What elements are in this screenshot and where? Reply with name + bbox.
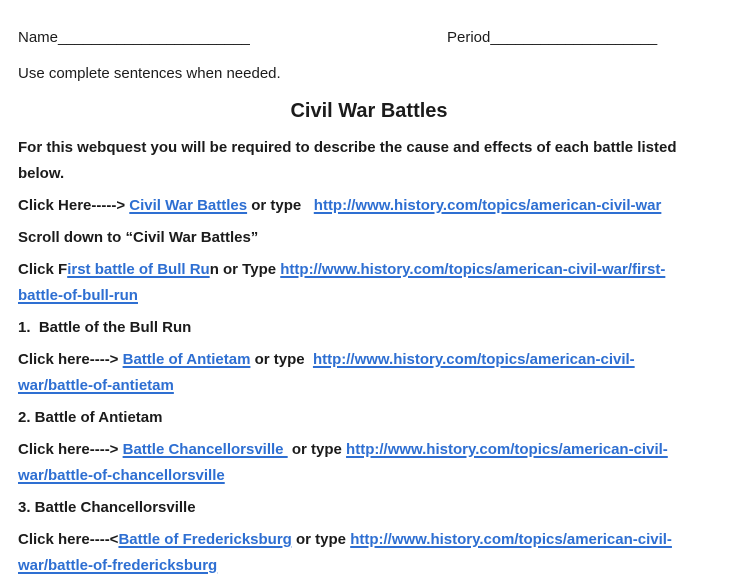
fredericksburg-url-link[interactable]: http://www.history.com/topics/american-c…: [18, 531, 672, 574]
antietam-url-link[interactable]: http://www.history.com/topics/american-c…: [18, 351, 635, 394]
intro-line-2: below.: [18, 165, 65, 182]
item-3-heading: 3. Battle Chancellorsville: [18, 499, 196, 516]
or-type-text: or type: [250, 351, 313, 368]
name-field[interactable]: _______________________: [58, 29, 250, 46]
item-1-heading: 1. Battle of the Bull Run: [18, 319, 192, 336]
bull-run-url-link[interactable]: http://www.history.com/topics/american-c…: [18, 261, 665, 304]
antietam-link[interactable]: Battle of Antietam: [122, 351, 251, 368]
name-label: Name: [18, 29, 59, 46]
chancellorsville-url-link[interactable]: http://www.history.com/topics/american-c…: [18, 441, 668, 484]
click-text: Click here----<: [18, 531, 119, 548]
name-period-row: Name_______________________ Period_______…: [18, 28, 720, 48]
sentences-instruction: Use complete sentences when needed.: [18, 65, 281, 82]
url-line-2: war/battle-of-fredericksburg: [18, 557, 218, 574]
click-text: Click here---->: [18, 351, 123, 368]
or-type-text: or type: [287, 441, 347, 458]
intro-line-1: For this webquest you will be required t…: [18, 139, 677, 156]
url-line-1: http://www.history.com/topics/american-c…: [350, 531, 672, 548]
civil-war-battles-link[interactable]: Civil War Battles: [129, 197, 248, 214]
fredericksburg-link[interactable]: Battle of Fredericksburg: [118, 531, 292, 548]
url-line-2: war/battle-of-chancellorsville: [18, 467, 225, 484]
click-text: Click here---->: [18, 441, 123, 458]
or-type-text: n or Type: [209, 261, 281, 278]
url-line-1: http://www.history.com/topics/american-c…: [312, 351, 635, 368]
url-line-1: http://www.history.com/topics/american-c…: [280, 261, 666, 278]
civil-war-url-link[interactable]: http://www.history.com/topics/american-c…: [313, 197, 662, 214]
click-main-paragraph: Click Here-----> Civil War Battles or ty…: [18, 193, 720, 219]
or-type-text: or type: [247, 197, 314, 214]
intro-paragraph: For this webquest you will be required t…: [18, 135, 720, 187]
click-chancellorsville-paragraph: Click here----> Battle Chancellorsville …: [18, 437, 720, 489]
bull-run-link[interactable]: irst battle of Bull Ru: [67, 261, 210, 278]
period-group: Period____________________: [447, 28, 657, 48]
url-line-2: battle-of-bull-run: [18, 287, 138, 304]
item-2-heading: 2. Battle of Antietam: [18, 409, 163, 426]
click-here-text: Click Here----->: [18, 197, 130, 214]
click-bullrun-paragraph: Click First battle of Bull Run or Type h…: [18, 257, 720, 309]
url-line-2: war/battle-of-antietam: [18, 377, 174, 394]
or-type-text: or type: [291, 531, 351, 548]
click-fredericksburg-paragraph: Click here----<Battle of Fredericksburg …: [18, 527, 720, 579]
chancellorsville-link[interactable]: Battle Chancellorsville: [122, 441, 288, 458]
click-antietam-paragraph: Click here----> Battle of Antietam or ty…: [18, 347, 720, 399]
click-text: Click F: [18, 261, 68, 278]
url-line-1: http://www.history.com/topics/american-c…: [346, 441, 668, 458]
period-field[interactable]: ____________________: [490, 29, 658, 46]
page-title: Civil War Battles: [290, 100, 448, 122]
period-label: Period: [447, 29, 491, 46]
scroll-note: Scroll down to “Civil War Battles”: [18, 229, 259, 246]
